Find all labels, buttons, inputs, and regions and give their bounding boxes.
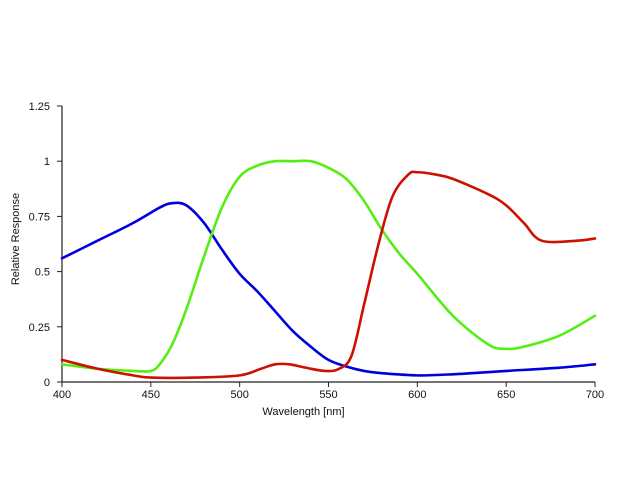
series-layer [60, 159, 597, 380]
y-tick-label: 0.75 [29, 211, 50, 223]
green-response-line [60, 159, 597, 373]
y-tick-label: 0.5 [35, 267, 50, 279]
y-tick-label: 1.25 [29, 101, 50, 113]
y-tick-label: 0.25 [29, 322, 50, 334]
x-tick-label: 400 [53, 389, 71, 401]
axes: 0 0.25 0.5 0.75 1 1.25 400 450 500 550 600 650 700 [29, 101, 605, 401]
blue-response-line [60, 201, 597, 377]
x-axis-label: Wavelength [nm] [262, 406, 344, 418]
x-tick-label: 550 [319, 389, 337, 401]
x-tick-label: 450 [142, 389, 160, 401]
x-tick-label: 650 [497, 389, 515, 401]
red-response-line [60, 170, 597, 380]
x-tick-label: 700 [586, 389, 604, 401]
x-tick-label: 500 [230, 389, 248, 401]
y-axis-label: Relative Response [10, 193, 22, 285]
y-tick-label: 0 [44, 377, 50, 389]
x-tick-label: 600 [408, 389, 426, 401]
y-tick-label: 1 [44, 156, 50, 168]
